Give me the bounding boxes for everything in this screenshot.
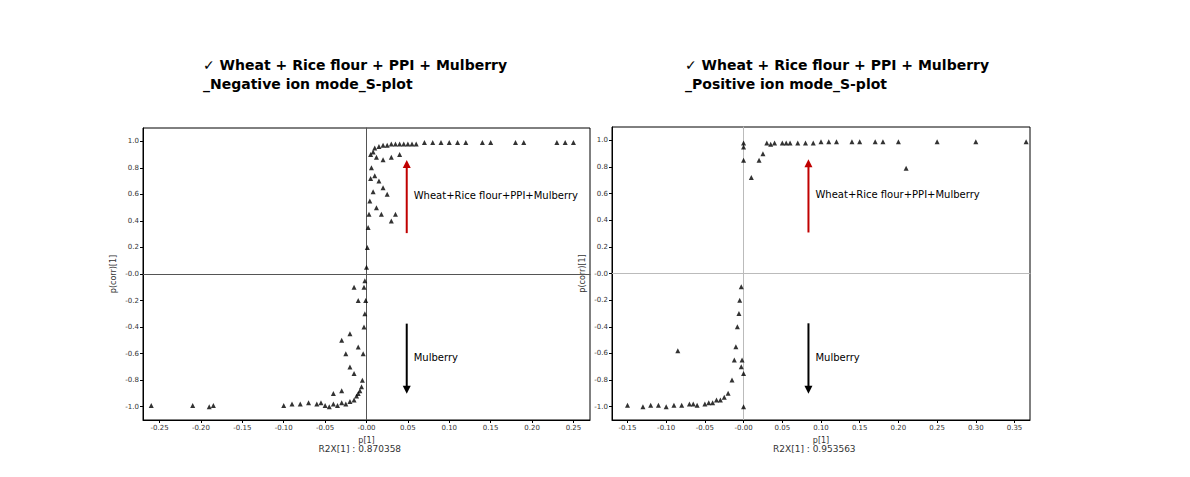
svg-text:p[1]: p[1] bbox=[358, 436, 374, 445]
svg-text:0.35: 0.35 bbox=[1007, 424, 1023, 432]
svg-text:-0.8: -0.8 bbox=[594, 376, 608, 384]
svg-text:0.15: 0.15 bbox=[852, 424, 868, 432]
svg-text:-0.4: -0.4 bbox=[594, 323, 608, 331]
svg-text:✓ Wheat + Rice flour + PPI + M: ✓ Wheat + Rice flour + PPI + Mulberry bbox=[685, 57, 989, 73]
svg-text:-0.8: -0.8 bbox=[125, 376, 139, 384]
svg-text:-0.20: -0.20 bbox=[192, 424, 210, 432]
svg-text:0.8: 0.8 bbox=[128, 164, 139, 172]
svg-text:0.4: 0.4 bbox=[597, 216, 609, 224]
svg-text:Mulberry: Mulberry bbox=[414, 352, 458, 363]
svg-text:Wheat+Rice flour+PPI+Mulberry: Wheat+Rice flour+PPI+Mulberry bbox=[414, 190, 578, 201]
svg-text:p[1]: p[1] bbox=[813, 436, 829, 445]
svg-text:-1.0: -1.0 bbox=[594, 403, 608, 411]
svg-text:0.25: 0.25 bbox=[929, 424, 945, 432]
svg-text:-0.00: -0.00 bbox=[357, 424, 375, 432]
svg-text:1.0: 1.0 bbox=[128, 137, 139, 145]
svg-text:0.10: 0.10 bbox=[813, 424, 829, 432]
svg-text:Mulberry: Mulberry bbox=[815, 352, 859, 363]
svg-text:p(corr)[1]: p(corr)[1] bbox=[578, 254, 587, 292]
svg-text:-0.6: -0.6 bbox=[125, 350, 139, 358]
svg-text:1.0: 1.0 bbox=[597, 136, 608, 144]
svg-text:-0.2: -0.2 bbox=[125, 297, 139, 305]
svg-text:0.6: 0.6 bbox=[128, 190, 140, 198]
svg-text:0.6: 0.6 bbox=[597, 190, 609, 198]
svg-text:0.2: 0.2 bbox=[128, 243, 139, 251]
svg-text:-0.15: -0.15 bbox=[233, 424, 251, 432]
svg-text:0.2: 0.2 bbox=[597, 243, 608, 251]
svg-text:-0.2: -0.2 bbox=[594, 296, 608, 304]
svg-text:Wheat+Rice flour+PPI+Mulberry: Wheat+Rice flour+PPI+Mulberry bbox=[815, 189, 979, 200]
svg-text:0.20: 0.20 bbox=[524, 424, 540, 432]
svg-text:-0.10: -0.10 bbox=[657, 424, 675, 432]
svg-text:-0.00: -0.00 bbox=[735, 424, 753, 432]
svg-text:R2X[1] : 0.953563: R2X[1] : 0.953563 bbox=[773, 444, 856, 454]
svg-text:-0.0: -0.0 bbox=[594, 270, 608, 278]
svg-text:_Positive ion mode_S-plot: _Positive ion mode_S-plot bbox=[685, 76, 887, 93]
svg-text:0.30: 0.30 bbox=[968, 424, 984, 432]
svg-text:-0.05: -0.05 bbox=[316, 424, 334, 432]
svg-text:0.20: 0.20 bbox=[891, 424, 907, 432]
svg-text:-0.15: -0.15 bbox=[618, 424, 636, 432]
svg-text:-0.10: -0.10 bbox=[275, 424, 293, 432]
svg-text:-0.05: -0.05 bbox=[696, 424, 714, 432]
svg-text:0.25: 0.25 bbox=[566, 424, 582, 432]
svg-text:p(corr)[1]: p(corr)[1] bbox=[109, 255, 118, 293]
svg-text:0.05: 0.05 bbox=[400, 424, 416, 432]
svg-text:-0.6: -0.6 bbox=[594, 349, 608, 357]
svg-text:-0.25: -0.25 bbox=[150, 424, 168, 432]
svg-text:R2X[1] : 0.870358: R2X[1] : 0.870358 bbox=[319, 444, 402, 454]
svg-text:_Negative ion mode_S-plot: _Negative ion mode_S-plot bbox=[203, 76, 413, 93]
svg-text:0.4: 0.4 bbox=[128, 217, 140, 225]
svg-text:-0.0: -0.0 bbox=[125, 270, 139, 278]
svg-text:-1.0: -1.0 bbox=[125, 403, 139, 411]
svg-text:-0.4: -0.4 bbox=[125, 323, 139, 331]
svg-text:0.8: 0.8 bbox=[597, 163, 608, 171]
svg-text:0.05: 0.05 bbox=[774, 424, 790, 432]
svg-text:0.10: 0.10 bbox=[441, 424, 457, 432]
svg-text:0.15: 0.15 bbox=[483, 424, 499, 432]
svg-text:✓ Wheat + Rice flour + PPI + M: ✓ Wheat + Rice flour + PPI + Mulberry bbox=[203, 57, 507, 73]
